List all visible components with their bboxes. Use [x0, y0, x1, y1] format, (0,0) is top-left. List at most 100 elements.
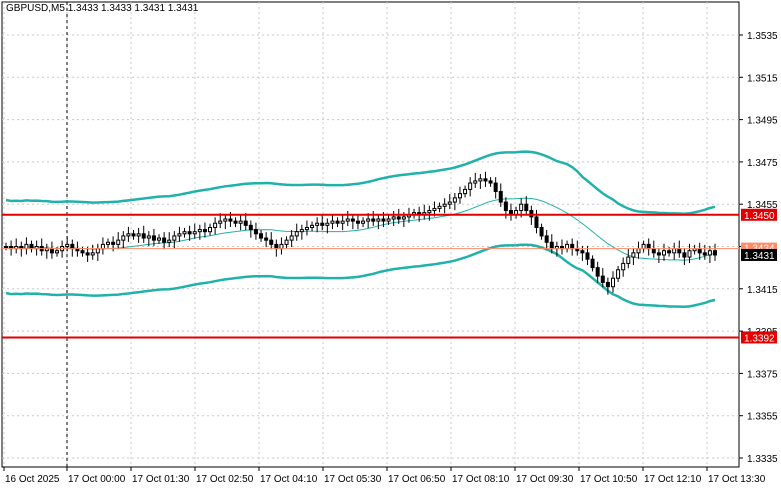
x-tick-label: 17 Oct 00:00: [68, 474, 126, 485]
candle-body: [100, 243, 105, 250]
candle-body: [264, 237, 269, 241]
candle-body: [682, 252, 687, 258]
candle-body: [651, 248, 656, 254]
level-line-tag: [741, 208, 777, 221]
bollinger-upper-band: [5, 150, 716, 215]
symbol-header: GBPUSD,M5 1.3433 1.3433 1.3431 1.3431: [6, 3, 198, 14]
y-tick-label: 1.3375: [747, 369, 778, 380]
candle-body: [447, 201, 452, 205]
x-tick-label: 17 Oct 08:10: [452, 474, 510, 485]
candle-body: [677, 248, 682, 254]
y-tick-label: 1.3495: [747, 116, 778, 127]
x-tick-label: 17 Oct 02:50: [196, 474, 254, 485]
candle-body: [4, 246, 8, 248]
y-tick-label: 1.3335: [747, 454, 778, 465]
candle-body: [243, 220, 248, 226]
bollinger-lower-band: [5, 243, 716, 309]
candle-body: [539, 226, 544, 237]
candle-body: [503, 201, 508, 212]
candle-body: [182, 231, 187, 235]
candle-body: [524, 203, 529, 212]
candle-body: [330, 220, 335, 224]
candle-body: [208, 226, 213, 233]
candle-body: [49, 248, 54, 254]
candle-body: [478, 178, 483, 182]
candle-body: [126, 233, 131, 237]
x-tick-label: 17 Oct 01:30: [132, 474, 190, 485]
candle-body: [493, 182, 498, 193]
x-tick-label: 17 Oct 06:50: [388, 474, 446, 485]
y-tick-label: 1.3355: [747, 412, 778, 423]
candle-body: [616, 269, 621, 279]
x-tick-label: 16 Oct 2025: [5, 474, 60, 485]
ohlc-values: 1.3433 1.3433 1.3431 1.3431: [67, 3, 199, 14]
bollinger-middle-band: [5, 197, 716, 261]
candle-body: [141, 233, 146, 239]
candle-body: [289, 235, 294, 241]
candle-body: [381, 218, 386, 222]
candle-body: [396, 216, 401, 220]
candle-body: [391, 216, 396, 220]
candle-body: [667, 250, 672, 254]
candle-body: [631, 252, 636, 258]
x-tick-label: 17 Oct 05:30: [324, 474, 382, 485]
candle-body: [238, 220, 243, 224]
candle-body: [284, 239, 289, 245]
candle-body: [315, 222, 320, 226]
candle-body: [259, 233, 264, 239]
current-price-tag: [741, 248, 777, 261]
candle-body: [320, 222, 325, 226]
candle-body: [279, 243, 284, 250]
level-line-label: 1.3450: [744, 211, 775, 222]
candle-body: [136, 233, 141, 237]
candle-body: [355, 220, 360, 224]
candle-body: [605, 281, 610, 288]
candle-body: [299, 229, 304, 233]
candle-body: [366, 218, 371, 222]
candle-body: [646, 243, 651, 250]
candle-body: [432, 207, 437, 212]
candle-body: [80, 250, 85, 254]
candle-body: [151, 235, 156, 241]
candle-body: [544, 235, 549, 243]
candle-body: [529, 210, 534, 218]
x-tick-label: 17 Oct 12:10: [644, 474, 702, 485]
candle-body: [361, 220, 366, 224]
candle-body: [197, 229, 202, 233]
candle-body: [565, 243, 570, 250]
candle-body: [304, 226, 309, 231]
candle-body: [534, 216, 539, 228]
candle-body: [172, 235, 177, 241]
candle-body: [340, 220, 345, 224]
plot-frame: [1, 1, 740, 468]
candle-body: [29, 243, 34, 250]
candle-body: [626, 256, 631, 264]
candle-body: [641, 243, 646, 250]
candle-body: [621, 262, 626, 271]
candle-body: [213, 222, 218, 228]
candle-body: [131, 233, 136, 237]
candle-body: [656, 252, 661, 256]
candle-body: [162, 237, 167, 243]
candle-body: [386, 218, 391, 222]
candle-body: [376, 218, 381, 222]
candle-body: [498, 191, 503, 203]
candle-body: [157, 237, 162, 241]
candle-body: [452, 197, 457, 203]
candle-body: [55, 250, 60, 254]
candle-body: [233, 220, 238, 224]
candle-body: [65, 243, 70, 247]
candle-body: [24, 243, 29, 250]
x-tick-label: 17 Oct 04:10: [260, 474, 318, 485]
candle-body: [580, 250, 585, 254]
candle-body: [274, 243, 279, 250]
candle-body: [121, 235, 126, 241]
candle-body: [116, 239, 121, 245]
candle-body: [519, 203, 524, 212]
candle-body: [468, 182, 473, 190]
y-tick-label: 1.3455: [747, 200, 778, 211]
candle-body: [350, 218, 355, 222]
candle-body: [294, 231, 299, 237]
